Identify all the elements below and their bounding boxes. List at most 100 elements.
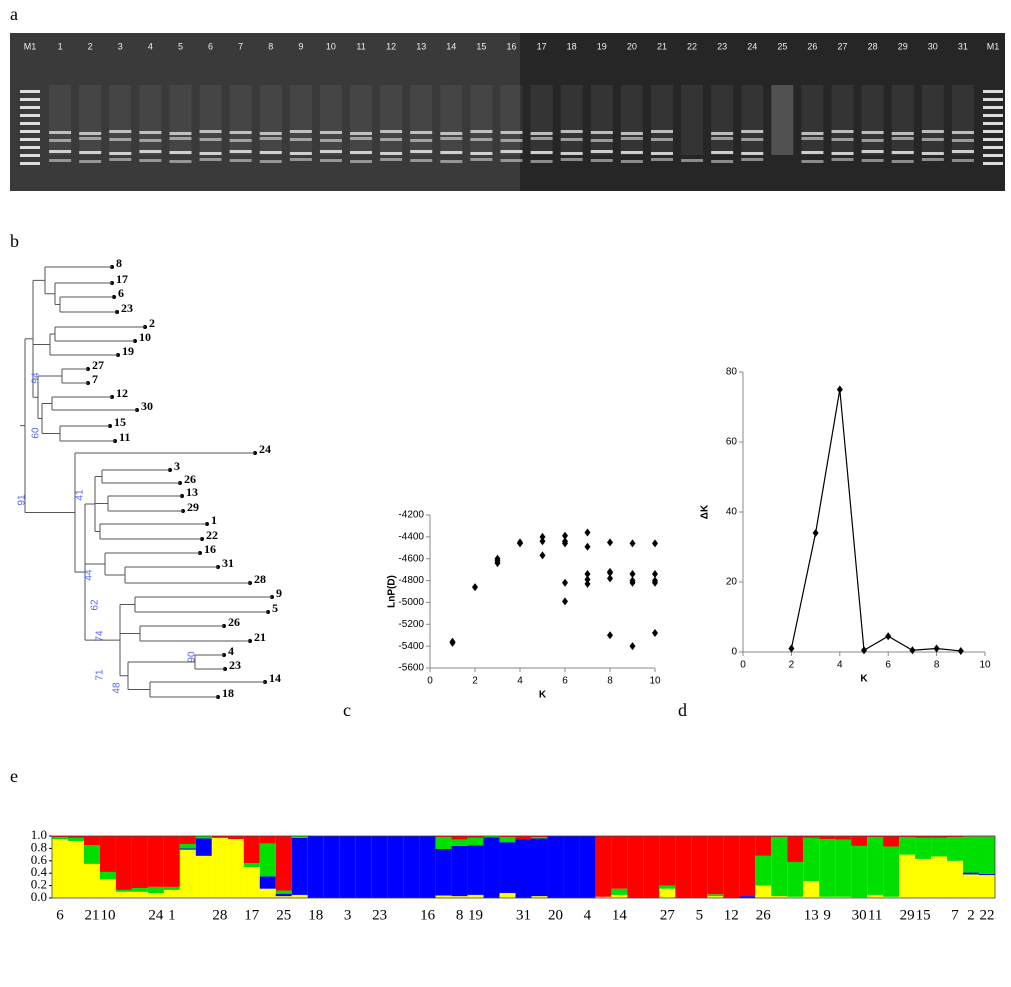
- gel-band: [350, 160, 372, 163]
- ladder-band: [983, 122, 1003, 125]
- bar-segment: [436, 849, 452, 896]
- bootstrap-label: 48: [112, 682, 123, 694]
- bar-segment: [52, 839, 68, 898]
- ladder-band: [20, 106, 40, 109]
- x-tick-label: 10: [649, 676, 661, 687]
- lane-label: 13: [416, 41, 426, 51]
- lane-label: 29: [898, 41, 908, 51]
- leaf-label: 8: [116, 256, 122, 270]
- bar-segment: [244, 863, 260, 867]
- lane-label: 31: [958, 41, 968, 51]
- gel-smear: [621, 85, 643, 155]
- bar-segment: [180, 844, 196, 848]
- bar-segment: [468, 845, 484, 895]
- lane-label: 11: [356, 41, 365, 51]
- bar-segment: [707, 894, 723, 896]
- gel-smear: [470, 85, 492, 155]
- lane-label: 24: [747, 41, 757, 51]
- x-tick-label: 6: [885, 660, 891, 671]
- ladder-band: [20, 146, 40, 149]
- bar-segment: [739, 836, 755, 896]
- gel-smear: [139, 85, 161, 155]
- lane-label: 14: [446, 41, 456, 51]
- bar-segment: [531, 838, 547, 896]
- leaf-label: 3: [174, 459, 180, 473]
- gel-band: [200, 158, 222, 161]
- ladder-band: [20, 162, 40, 165]
- figure: a b c d e M11234567891011121314151617181…: [0, 0, 1011, 987]
- panel-label: a: [10, 4, 18, 24]
- x-tick-label: 19: [468, 907, 483, 923]
- gel-smear: [380, 85, 402, 155]
- gel-band: [922, 158, 944, 161]
- data-point: [540, 537, 546, 545]
- bar-segment: [196, 838, 212, 855]
- gel-smear: [109, 85, 131, 155]
- bar-segment: [915, 859, 931, 898]
- bar-segment: [755, 856, 771, 886]
- bar-segment: [484, 837, 500, 898]
- gel-smear: [169, 85, 191, 155]
- bootstrap-label: 94: [31, 372, 42, 384]
- bar-segment: [835, 840, 851, 897]
- bar-segment: [132, 892, 148, 898]
- data-point: [861, 646, 867, 654]
- lane-label: 15: [476, 41, 486, 51]
- bar-segment: [659, 886, 675, 889]
- gel-smear: [200, 85, 222, 155]
- gel-smear: [260, 85, 282, 155]
- bar-segment: [84, 836, 100, 845]
- bar-segment: [803, 838, 819, 881]
- x-tick-label: 30: [852, 907, 867, 923]
- gel-band: [410, 159, 432, 162]
- leaf-label: 2: [149, 316, 155, 330]
- y-tick-label: -5400: [398, 641, 424, 652]
- data-point: [607, 538, 613, 546]
- bar-segment: [148, 836, 164, 887]
- leaf-label: 4: [228, 644, 234, 658]
- gel-band: [230, 159, 252, 162]
- leaf-label: 9: [276, 586, 282, 600]
- bar-segment: [500, 842, 516, 893]
- lane-label: 25: [777, 41, 787, 51]
- ladder-band: [20, 122, 40, 125]
- gel-band: [801, 160, 823, 163]
- bar-segment: [180, 848, 196, 849]
- leaf-label: 30: [141, 399, 153, 413]
- data-point: [788, 645, 794, 653]
- bar-segment: [611, 836, 627, 889]
- bar-segment: [260, 876, 276, 888]
- panel-label: e: [10, 766, 18, 786]
- x-tick-label: 0: [427, 676, 433, 687]
- bar-segment: [324, 836, 340, 898]
- data-point: [607, 631, 613, 639]
- leaf-label: 16: [204, 542, 216, 556]
- bar-segment: [308, 836, 324, 898]
- bar-segment: [643, 836, 659, 898]
- bar-segment: [979, 837, 995, 874]
- bar-segment: [404, 836, 420, 898]
- data-point: [540, 551, 546, 559]
- data-point: [607, 574, 613, 582]
- bootstrap-label: 62: [90, 599, 101, 611]
- bar-segment: [292, 895, 308, 898]
- bar-segment: [292, 838, 308, 895]
- x-tick-label: 8: [456, 907, 464, 923]
- bar-segment: [547, 836, 563, 898]
- bar-segment: [947, 861, 963, 898]
- lane-label: 18: [567, 41, 577, 51]
- x-tick-label: 28: [212, 907, 227, 923]
- bar-segment: [180, 836, 196, 844]
- bootstrap-label: 74: [95, 630, 106, 642]
- data-point: [813, 529, 819, 537]
- ladder-band: [20, 90, 40, 93]
- bar-segment: [84, 864, 100, 898]
- x-tick-label: 8: [934, 660, 940, 671]
- leaf-label: 6: [118, 286, 124, 300]
- gel-smear: [952, 85, 974, 155]
- data-point: [630, 539, 636, 547]
- bar-segment: [340, 836, 356, 898]
- bootstrap-label: 71: [95, 669, 106, 681]
- gel-smear: [591, 85, 613, 155]
- gel-smear: [230, 85, 252, 155]
